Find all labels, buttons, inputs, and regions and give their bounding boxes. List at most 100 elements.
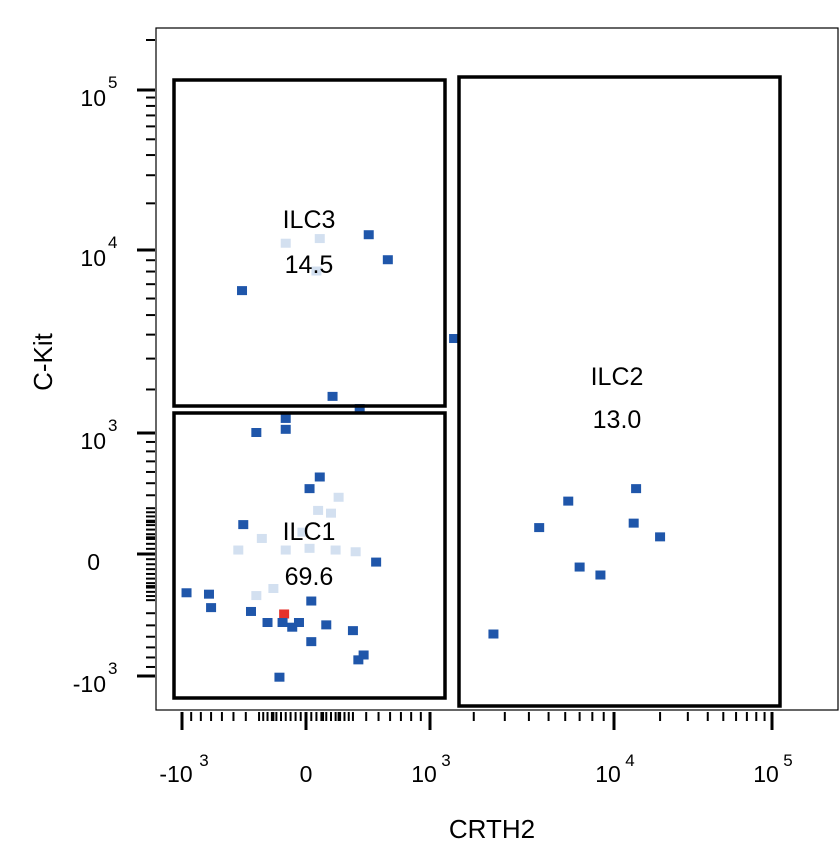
y-tick-base: -10 — [73, 671, 106, 697]
x-tick-exponent: 3 — [441, 751, 450, 770]
data-point — [330, 545, 341, 555]
y-tick-base: 0 — [87, 549, 100, 575]
y-tick-exponent: 4 — [108, 233, 117, 252]
y-tick-label: 103 — [80, 416, 117, 454]
data-point — [245, 606, 256, 616]
y-tick-label: -103 — [73, 659, 118, 697]
y-axis-ticks — [137, 39, 155, 678]
data-point — [449, 334, 460, 344]
data-point — [353, 655, 364, 665]
data-point — [238, 520, 249, 530]
data-point — [655, 532, 666, 542]
data-point — [277, 618, 288, 628]
y-tick-base: 10 — [80, 428, 106, 454]
data-point — [321, 620, 332, 630]
data-point — [371, 557, 382, 567]
data-point — [304, 543, 315, 553]
x-tick-label: 104 — [595, 751, 635, 787]
data-point — [304, 484, 315, 494]
data-point — [293, 618, 304, 628]
gate-ilc3[interactable]: ILC3 14.5 — [172, 78, 447, 408]
y-tick-label: 0 — [87, 549, 100, 575]
x-axis-title: CRTH2 — [449, 814, 535, 844]
data-point — [287, 622, 298, 632]
data-point — [280, 545, 291, 555]
data-point — [306, 637, 317, 647]
data-point — [327, 391, 338, 401]
y-tick-exponent: 5 — [108, 73, 117, 92]
data-point — [314, 234, 325, 244]
data-point — [206, 603, 217, 613]
data-point — [256, 533, 267, 543]
data-point — [268, 583, 279, 593]
data-point — [279, 609, 290, 619]
y-tick-label: 105 — [80, 73, 117, 111]
x-tick-label: 0 — [300, 761, 313, 787]
data-point — [347, 626, 358, 636]
y-tick-base: 10 — [80, 245, 106, 271]
data-point — [233, 545, 244, 555]
gate-name: ILC1 — [283, 518, 336, 546]
x-tick-base: 10 — [411, 761, 437, 787]
data-point — [280, 413, 291, 423]
gate-ilc1[interactable]: ILC1 69.6 — [172, 411, 447, 700]
gate-boundary[interactable] — [172, 411, 447, 700]
data-point — [595, 570, 606, 580]
x-tick-exponent: 3 — [199, 751, 208, 770]
gate-percent: 69.6 — [285, 563, 334, 591]
data-point — [203, 589, 214, 599]
gate-name: ILC2 — [591, 363, 644, 391]
data-point — [262, 618, 273, 628]
data-point — [358, 650, 369, 660]
gates: ILC3 14.5 ILC1 69.6 ILC2 13.0 — [172, 75, 782, 708]
plot-frame — [155, 27, 839, 711]
gate-percent: 13.0 — [593, 406, 642, 434]
y-tick-exponent: 3 — [108, 416, 117, 435]
data-point — [314, 472, 325, 482]
data-point — [181, 588, 192, 598]
gate-ilc2[interactable]: ILC2 13.0 — [457, 75, 782, 708]
data-point — [354, 404, 365, 414]
data-points — [181, 230, 666, 682]
y-axis-title: C-Kit — [28, 332, 58, 391]
x-tick-exponent: 4 — [625, 751, 634, 770]
data-point — [311, 266, 322, 276]
data-point — [363, 230, 374, 240]
gate-boundary[interactable] — [457, 75, 782, 708]
data-point — [313, 505, 324, 515]
y-tick-exponent: 3 — [108, 659, 117, 678]
x-tick-label: 103 — [411, 751, 451, 787]
x-tick-exponent: 5 — [783, 751, 792, 770]
data-point — [563, 496, 574, 506]
gate-boundary[interactable] — [172, 78, 447, 408]
data-point — [631, 484, 642, 494]
data-point — [628, 518, 639, 528]
x-tick-base: -10 — [159, 761, 192, 787]
data-point — [280, 238, 291, 248]
data-point — [306, 596, 317, 606]
x-tick-base: 0 — [300, 761, 313, 787]
data-point — [326, 508, 337, 518]
y-tick-base: 10 — [80, 85, 106, 111]
data-point — [333, 492, 344, 502]
data-point — [251, 591, 262, 601]
data-point — [382, 255, 393, 265]
x-axis-ticks — [180, 712, 774, 730]
data-point — [488, 629, 499, 639]
gate-percent: 14.5 — [285, 251, 334, 279]
data-point — [274, 672, 285, 682]
x-tick-base: 10 — [595, 761, 621, 787]
x-tick-label: -10 3 — [159, 751, 208, 787]
y-tick-label: 104 — [80, 233, 117, 271]
x-tick-label: 105 — [753, 751, 793, 787]
data-point — [280, 424, 291, 434]
data-point — [297, 527, 308, 537]
data-point — [251, 428, 262, 437]
data-point — [574, 562, 585, 572]
data-point — [534, 523, 545, 533]
data-point — [350, 547, 361, 557]
x-tick-base: 10 — [753, 761, 779, 787]
